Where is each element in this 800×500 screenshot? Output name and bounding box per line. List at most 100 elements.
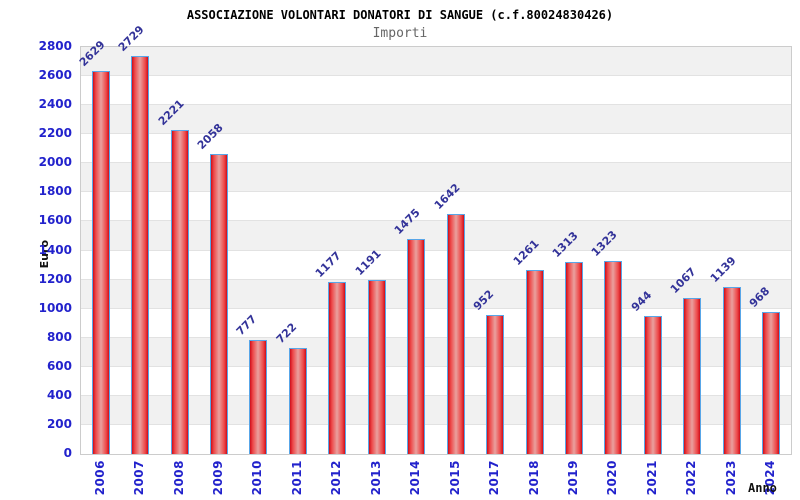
y-tick-label: 2200 <box>38 126 72 141</box>
bar-value-label: 722 <box>273 320 300 346</box>
x-tick-slot: 2017 <box>474 460 513 500</box>
bar-value-label: 968 <box>746 284 773 310</box>
bar <box>249 340 268 454</box>
x-tick-label: 2018 <box>526 460 541 496</box>
bar <box>328 282 347 454</box>
gridline <box>81 133 791 135</box>
gridline <box>81 249 791 251</box>
bar-slot: 968 <box>747 47 790 454</box>
background-band <box>81 366 791 396</box>
bar-slot: 944 <box>629 47 672 454</box>
x-axis-tick-labels: 2006 2007 2008 2009 2010 2011 2012 2013 2014 2015… <box>80 460 790 500</box>
gridline <box>81 307 791 309</box>
background-band <box>81 279 791 309</box>
gridline <box>81 278 791 280</box>
bar <box>91 71 110 454</box>
bar-value-label: 1313 <box>549 229 581 260</box>
background-band <box>81 134 791 164</box>
x-tick-slot: 2007 <box>119 460 158 500</box>
bar-slot: 952 <box>471 47 514 454</box>
bar <box>525 270 544 454</box>
background-band <box>81 105 791 135</box>
x-tick-label: 2011 <box>289 460 304 496</box>
x-tick-label: 2022 <box>684 460 699 496</box>
y-tick-label: 1800 <box>38 184 72 199</box>
x-tick-label: 2010 <box>250 460 265 496</box>
x-axis-title: Anno <box>748 481 777 495</box>
x-tick-slot: 2021 <box>632 460 671 500</box>
x-tick-label: 2009 <box>211 460 226 496</box>
x-tick-label: 2020 <box>605 460 620 496</box>
bar-value-label: 2058 <box>194 121 226 152</box>
gridline <box>81 423 791 425</box>
y-tick-label: 2000 <box>38 155 72 170</box>
bar-value-label: 1067 <box>668 265 699 296</box>
bar-value-label: 1177 <box>313 249 344 280</box>
gridline <box>81 162 791 164</box>
background-band <box>81 250 791 280</box>
x-tick-slot: 2009 <box>198 460 237 500</box>
bar <box>643 316 662 454</box>
background-band <box>81 395 791 425</box>
background-band <box>81 192 791 222</box>
y-tick-label: 2800 <box>38 39 72 53</box>
bar <box>564 262 583 454</box>
x-tick-slot: 2008 <box>159 460 198 500</box>
bar-value-label: 944 <box>628 288 655 314</box>
bar <box>722 287 741 454</box>
bar <box>288 348 307 454</box>
bar-slot: 1261 <box>510 47 554 454</box>
bar-value-label: 2221 <box>155 97 187 128</box>
bar-slot: 1313 <box>550 47 593 454</box>
x-tick-label: 2014 <box>408 460 423 496</box>
y-tick-label: 1000 <box>38 300 72 315</box>
y-tick-label: 1600 <box>38 213 72 228</box>
bar-slot: 2629 <box>77 38 120 454</box>
bar-value-label: 2629 <box>76 38 108 69</box>
bar <box>446 214 465 454</box>
gridline <box>81 104 791 106</box>
bar-slot: 722 <box>274 47 317 454</box>
x-tick-slot: 2019 <box>553 460 592 500</box>
bar-slot: 1642 <box>431 47 475 454</box>
x-tick-label: 2023 <box>723 460 738 496</box>
bar-slot: 1323 <box>589 47 633 454</box>
x-tick-slot: 2013 <box>356 460 395 500</box>
y-axis-tick-labels: 0 200 400 600 800 1000 1200 1400 1600 1800 2000 220… <box>0 39 72 460</box>
gridline <box>81 394 791 396</box>
chart-subtitle: Importi <box>372 26 428 41</box>
bar-value-label: 1323 <box>589 228 621 259</box>
x-tick-label: 2008 <box>171 460 186 496</box>
y-tick-label: 1200 <box>38 271 72 286</box>
x-tick-slot: 2023 <box>711 460 750 500</box>
bar-slot: 1475 <box>392 47 436 454</box>
background-band <box>81 221 791 251</box>
x-tick-label: 2021 <box>644 460 659 496</box>
gridline <box>81 75 791 77</box>
bar <box>683 298 702 454</box>
bar <box>367 280 386 454</box>
bar-value-label: 1191 <box>352 247 384 278</box>
x-tick-label: 2012 <box>329 460 344 496</box>
chart-title: ASSOCIAZIONE VOLONTARI DONATORI DI SANGU… <box>186 8 614 22</box>
y-tick-label: 2400 <box>38 97 72 112</box>
x-tick-slot: 2010 <box>238 460 277 500</box>
bar <box>170 130 189 454</box>
x-tick-slot: 2015 <box>435 460 474 500</box>
gridline <box>81 220 791 222</box>
bar-series: 2629 2729 2221 2058 777 722 1177 1191 1475 1642 95… <box>77 23 791 454</box>
background-band <box>81 308 791 338</box>
x-tick-slot: 2011 <box>277 460 316 500</box>
bar-slot: 2058 <box>195 47 238 454</box>
bar <box>210 154 229 454</box>
bar-value-label: 1139 <box>707 254 739 285</box>
bar-slot: 2221 <box>155 47 199 454</box>
bar-slot: 2729 <box>116 23 159 454</box>
x-tick-slot: 2014 <box>396 460 435 500</box>
plot-area: 2629 2729 2221 2058 777 722 1177 1191 1475 1642 95… <box>77 23 792 455</box>
y-tick-label: 400 <box>46 387 72 402</box>
y-tick-label: 1400 <box>38 242 72 257</box>
background-band <box>81 163 791 193</box>
x-tick-slot: 2006 <box>80 460 119 500</box>
